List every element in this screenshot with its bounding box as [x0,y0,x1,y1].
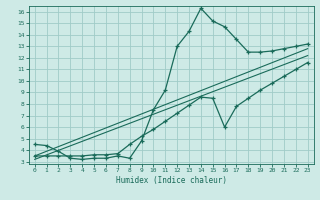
X-axis label: Humidex (Indice chaleur): Humidex (Indice chaleur) [116,176,227,185]
